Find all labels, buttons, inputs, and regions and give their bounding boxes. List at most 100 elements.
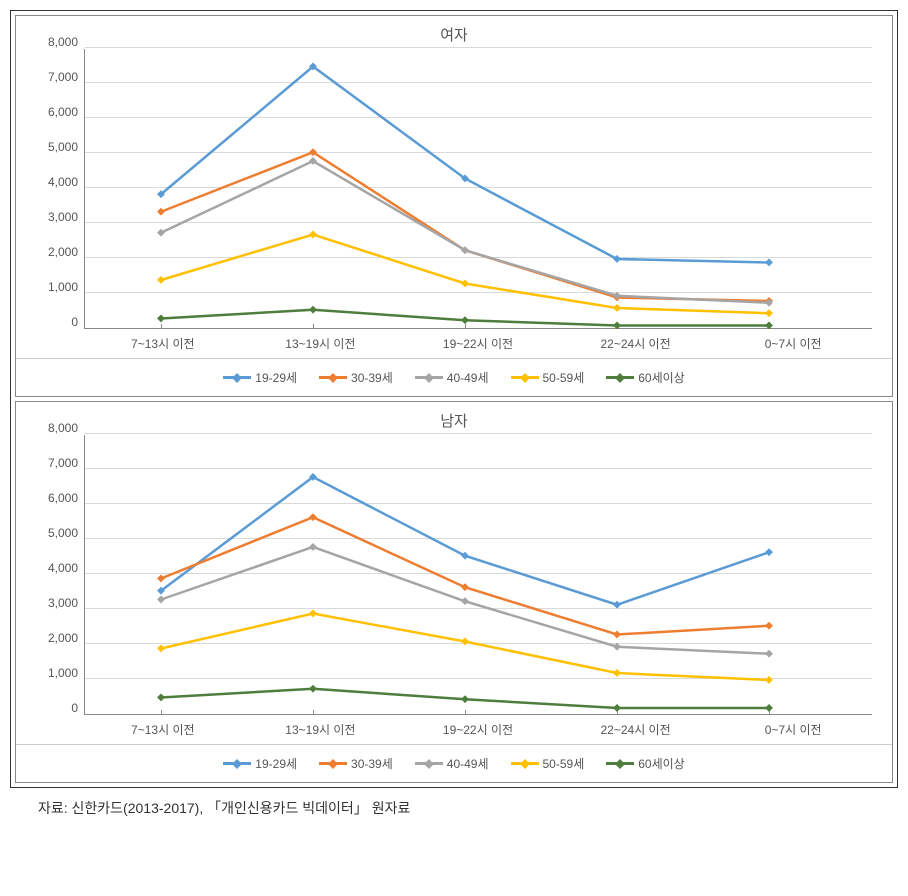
legend-item: 50-59세 <box>511 755 585 772</box>
series-marker <box>461 552 469 560</box>
series-marker <box>309 230 317 238</box>
legend-swatch <box>319 762 347 765</box>
x-tick-label: 7~13시 이전 <box>84 721 242 738</box>
x-tick-label: 19~22시 이전 <box>399 335 557 352</box>
legend-swatch <box>415 376 443 379</box>
series-marker <box>309 306 317 314</box>
legend-marker <box>520 373 530 383</box>
x-tick-label: 22~24시 이전 <box>557 335 715 352</box>
series-line <box>161 614 769 681</box>
series-marker <box>157 276 165 284</box>
legend-swatch <box>223 762 251 765</box>
legend-item: 30-39세 <box>319 755 393 772</box>
legend-swatch <box>606 376 634 379</box>
series-marker <box>613 321 621 329</box>
series-marker <box>765 548 773 556</box>
series-marker <box>157 574 165 582</box>
series-marker <box>765 676 773 684</box>
legend-marker <box>232 373 242 383</box>
legend-label: 19-29세 <box>255 755 297 772</box>
legend-item: 60세이상 <box>606 369 684 386</box>
series-marker <box>157 314 165 322</box>
chart-panel: 여자8,0007,0006,0005,0004,0003,0002,0001,0… <box>15 15 893 397</box>
y-axis: 8,0007,0006,0005,0004,0003,0002,0001,000… <box>26 435 84 715</box>
series-marker <box>309 685 317 693</box>
legend-item: 40-49세 <box>415 755 489 772</box>
legend-label: 50-59세 <box>543 369 585 386</box>
legend: 19-29세 30-39세 40-49세 50-59세 60세이상 <box>16 358 892 396</box>
series-marker <box>765 309 773 317</box>
legend-marker <box>424 373 434 383</box>
legend-label: 40-49세 <box>447 369 489 386</box>
x-tick-label: 13~19시 이전 <box>242 335 400 352</box>
legend-swatch <box>319 376 347 379</box>
legend-label: 60세이상 <box>638 755 684 772</box>
series-line <box>161 67 769 263</box>
series-marker <box>461 597 469 605</box>
chart-title: 여자 <box>16 16 892 49</box>
legend-item: 60세이상 <box>606 755 684 772</box>
chart-svg <box>85 435 845 715</box>
x-tick-label: 7~13시 이전 <box>84 335 242 352</box>
legend-marker <box>424 759 434 769</box>
legend-item: 40-49세 <box>415 369 489 386</box>
legend-swatch <box>511 376 539 379</box>
legend: 19-29세 30-39세 40-49세 50-59세 60세이상 <box>16 744 892 782</box>
gridline <box>85 433 872 434</box>
series-marker <box>613 704 621 712</box>
series-marker <box>613 601 621 609</box>
series-marker <box>765 321 773 329</box>
legend-marker <box>615 373 625 383</box>
legend-label: 30-39세 <box>351 369 393 386</box>
source-citation: 자료: 신한카드(2013-2017), 「개인신용카드 빅데이터」 원자료 <box>10 790 898 820</box>
gridline <box>85 47 872 48</box>
plot-area <box>84 435 872 715</box>
legend-marker <box>328 373 338 383</box>
legend-swatch <box>511 762 539 765</box>
legend-swatch <box>415 762 443 765</box>
x-tick-label: 19~22시 이전 <box>399 721 557 738</box>
x-axis: 7~13시 이전13~19시 이전19~22시 이전22~24시 이전0~7시 … <box>16 335 892 352</box>
series-marker <box>613 669 621 677</box>
legend-item: 30-39세 <box>319 369 393 386</box>
series-marker <box>157 229 165 237</box>
series-marker <box>157 208 165 216</box>
legend-swatch <box>606 762 634 765</box>
series-marker <box>765 650 773 658</box>
legend-label: 40-49세 <box>447 755 489 772</box>
series-marker <box>461 637 469 645</box>
plot-row: 8,0007,0006,0005,0004,0003,0002,0001,000… <box>16 49 892 329</box>
charts-frame: 여자8,0007,0006,0005,0004,0003,0002,0001,0… <box>10 10 898 788</box>
x-tick-label: 22~24시 이전 <box>557 721 715 738</box>
series-marker <box>461 279 469 287</box>
series-marker <box>765 704 773 712</box>
x-tick-label: 0~7시 이전 <box>714 721 872 738</box>
series-marker <box>613 630 621 638</box>
series-marker <box>157 595 165 603</box>
legend-marker <box>232 759 242 769</box>
legend-marker <box>615 759 625 769</box>
series-marker <box>613 304 621 312</box>
plot-area <box>84 49 872 329</box>
legend-item: 19-29세 <box>223 755 297 772</box>
series-marker <box>461 695 469 703</box>
legend-swatch <box>223 376 251 379</box>
series-marker <box>461 583 469 591</box>
x-tick-label: 0~7시 이전 <box>714 335 872 352</box>
series-marker <box>309 513 317 521</box>
legend-marker <box>328 759 338 769</box>
chart-svg <box>85 49 845 329</box>
y-axis: 8,0007,0006,0005,0004,0003,0002,0001,000… <box>26 49 84 329</box>
series-marker <box>613 643 621 651</box>
legend-item: 19-29세 <box>223 369 297 386</box>
series-marker <box>309 609 317 617</box>
legend-label: 50-59세 <box>543 755 585 772</box>
x-axis: 7~13시 이전13~19시 이전19~22시 이전22~24시 이전0~7시 … <box>16 721 892 738</box>
series-marker <box>765 258 773 266</box>
legend-marker <box>520 759 530 769</box>
legend-label: 60세이상 <box>638 369 684 386</box>
series-line <box>161 517 769 634</box>
legend-label: 30-39세 <box>351 755 393 772</box>
series-marker <box>461 316 469 324</box>
legend-label: 19-29세 <box>255 369 297 386</box>
